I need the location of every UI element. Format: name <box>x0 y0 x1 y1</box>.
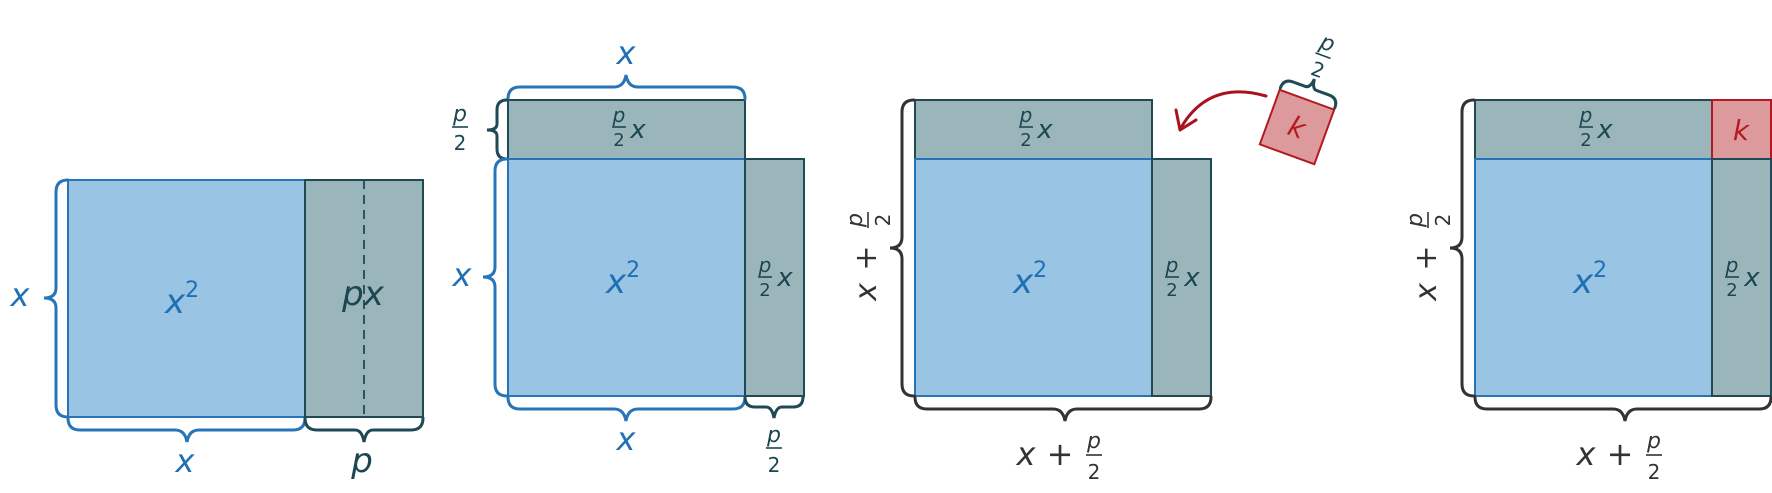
bottom-x-plus-p-half-brace <box>913 395 1213 422</box>
svg-text:2: 2 <box>871 214 895 227</box>
svg-text:p: p <box>1725 253 1739 277</box>
svg-text:+: + <box>1409 245 1444 270</box>
svg-text:2: 2 <box>759 280 770 301</box>
right-half-px-rectangle <box>1151 158 1212 397</box>
top-x-label: x <box>616 34 637 72</box>
svg-text:p: p <box>1403 213 1428 228</box>
top-half-px-rectangle <box>507 99 746 160</box>
svg-text:p: p <box>452 102 467 127</box>
k-side-p-half-label: p 2 <box>1308 29 1338 83</box>
svg-text:x: x <box>1409 283 1444 302</box>
svg-text:+: + <box>849 245 884 270</box>
x-squared-label: x2 <box>605 258 640 302</box>
top-half-px-rectangle <box>914 99 1153 160</box>
x-squared-label: x2 <box>1572 258 1607 302</box>
right-half-px-label: p 2 x <box>1725 253 1761 301</box>
k-square <box>1258 88 1336 166</box>
left-x-label: x <box>452 256 473 294</box>
x-squared-square <box>1474 158 1713 397</box>
right-half-px-label: p 2 x <box>1165 253 1201 301</box>
svg-text:+: + <box>1607 435 1634 473</box>
svg-text:p: p <box>1086 429 1101 454</box>
right-half-px-label: p 2 x <box>758 253 794 301</box>
svg-text:p: p <box>1165 253 1179 277</box>
left-x-plus-p-half-label: x + p 2 <box>843 212 895 302</box>
svg-text:2: 2 <box>1648 460 1661 484</box>
bottom-p-half-label: p 2 <box>766 423 782 477</box>
left-x-plus-p-half-label: x + p 2 <box>1403 212 1455 302</box>
top-half-px-label: p 2 x <box>1579 103 1614 151</box>
x-squared-square <box>914 158 1153 397</box>
svg-text:p: p <box>766 423 781 448</box>
svg-text:2: 2 <box>1308 56 1328 83</box>
move-arrow <box>1180 90 1268 128</box>
left-p-half-brace <box>486 98 509 161</box>
svg-text:x: x <box>1743 263 1760 293</box>
panel-4: x2 k p 2 x p 2 x x + p 2 x + p 2 <box>1403 98 1772 484</box>
bottom-x-plus-p-half-label: x + p 2 <box>1016 429 1102 484</box>
top-half-px-label: p 2 x <box>612 103 647 151</box>
top-half-px-rectangle <box>1474 99 1713 160</box>
svg-text:p: p <box>1019 103 1033 127</box>
svg-text:2: 2 <box>1020 130 1031 151</box>
svg-text:2: 2 <box>454 131 467 155</box>
svg-text:2: 2 <box>1580 130 1591 151</box>
svg-text:x: x <box>849 283 884 302</box>
bottom-x-brace <box>66 416 307 443</box>
svg-text:p: p <box>612 103 626 127</box>
bottom-x-brace <box>506 395 747 422</box>
svg-text:2: 2 <box>768 453 781 477</box>
svg-text:x: x <box>1016 435 1037 473</box>
right-half-px-rectangle <box>744 158 805 397</box>
k-corner-square <box>1711 99 1772 160</box>
x-squared-square <box>507 158 746 397</box>
right-half-px-rectangle <box>1711 158 1772 397</box>
x-squared-label: x2 <box>1012 258 1047 302</box>
left-p-half-label: p 2 <box>452 102 468 155</box>
svg-text:p: p <box>1646 429 1661 454</box>
px-label: px <box>341 274 385 314</box>
left-x-label: x <box>10 276 31 314</box>
bottom-p-brace <box>303 416 425 443</box>
k-side-brace <box>1278 78 1338 110</box>
x-squared-label: x2 <box>164 278 199 322</box>
left-brace <box>43 178 70 419</box>
move-arrow-head <box>1174 108 1198 132</box>
tilted-k-square-group: k p 2 <box>1258 29 1338 166</box>
svg-text:x: x <box>1036 115 1053 145</box>
bottom-x-label: x <box>616 420 637 458</box>
svg-text:2: 2 <box>613 130 624 151</box>
svg-text:x: x <box>1596 115 1613 145</box>
svg-text:2: 2 <box>1726 280 1737 301</box>
svg-text:p: p <box>843 213 868 228</box>
bottom-x-label: x <box>175 442 196 480</box>
panel-3: x2 p 2 x p 2 x x + p 2 x + p 2 <box>843 29 1338 484</box>
svg-text:x: x <box>629 115 646 145</box>
left-x-plus-p-half-brace <box>1449 98 1476 398</box>
left-x-brace <box>482 157 509 398</box>
svg-text:x: x <box>1576 435 1597 473</box>
svg-text:x: x <box>1183 263 1200 293</box>
bottom-p-label: p <box>350 441 373 481</box>
bottom-x-plus-p-half-brace <box>1473 395 1772 422</box>
panel-1: x2 px x x p <box>10 178 425 481</box>
bottom-x-plus-p-half-label: x + p 2 <box>1576 429 1662 484</box>
svg-text:p: p <box>1579 103 1593 127</box>
x-squared-square <box>67 179 306 418</box>
k-label: k <box>1733 114 1751 147</box>
svg-text:+: + <box>1047 435 1074 473</box>
top-half-px-label: p 2 x <box>1019 103 1054 151</box>
svg-text:x: x <box>776 263 793 293</box>
svg-text:2: 2 <box>1431 214 1455 227</box>
svg-text:2: 2 <box>1088 460 1101 484</box>
panel-2: x2 p 2 x p 2 x x p 2 x x <box>452 34 805 477</box>
svg-text:p: p <box>758 253 772 277</box>
bottom-p-half-brace <box>743 395 805 419</box>
top-x-brace <box>506 74 747 101</box>
svg-text:2: 2 <box>1166 280 1177 301</box>
left-x-plus-p-half-brace <box>889 98 916 398</box>
